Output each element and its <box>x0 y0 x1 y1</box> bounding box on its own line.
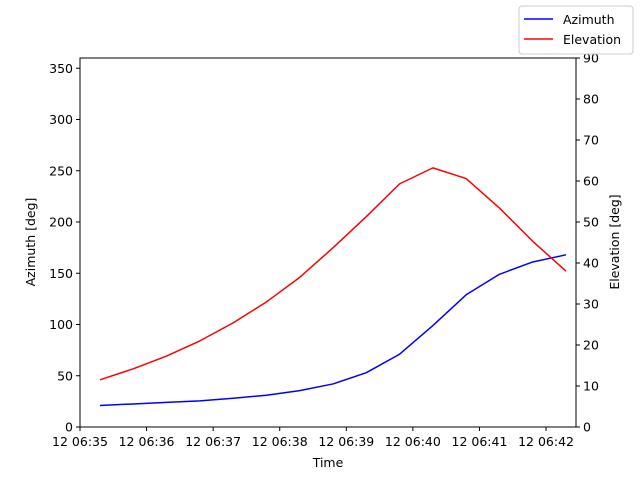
left-y-axis: 0 50 100 150 200 250 300 350 <box>49 61 80 435</box>
series-lines <box>99 167 567 407</box>
x-tick-label: 12 06:40 <box>385 434 441 449</box>
left-y-tick-label: 250 <box>49 163 73 178</box>
left-y-tick-label: 300 <box>49 112 73 127</box>
right-y-tick-label: 60 <box>583 174 599 189</box>
left-y-axis-label: Azimuth [deg] <box>23 198 38 287</box>
left-y-tick-label: 200 <box>49 215 73 230</box>
right-y-tick-label: 20 <box>583 338 599 353</box>
x-tick-label: 12 06:41 <box>452 434 508 449</box>
x-tick-label: 12 06:42 <box>518 434 574 449</box>
right-y-axis-label: Elevation [deg] <box>607 194 622 289</box>
legend-box <box>518 5 634 55</box>
left-y-tick-label: 100 <box>49 317 73 332</box>
series-line-azimuth <box>99 254 567 407</box>
left-y-tick-label: 50 <box>57 368 73 383</box>
right-y-tick-label: 40 <box>583 256 599 271</box>
series-line-elevation <box>99 167 567 381</box>
left-y-tick-label: 150 <box>49 266 73 281</box>
x-tick-label: 12 06:36 <box>119 434 175 449</box>
x-tick-label: 12 06:38 <box>252 434 308 449</box>
left-y-tick-label: 350 <box>49 61 73 76</box>
right-y-tick-label: 70 <box>583 133 599 148</box>
right-y-tick-label: 0 <box>583 420 591 435</box>
x-tick-label: 12 06:35 <box>52 434 108 449</box>
x-axis-label: Time <box>312 455 344 470</box>
legend: Azimuth Elevation <box>518 5 634 55</box>
right-y-tick-label: 10 <box>583 379 599 394</box>
plot-area <box>79 57 577 428</box>
right-y-tick-label: 80 <box>583 92 599 107</box>
legend-elevation-label: Elevation <box>563 32 621 47</box>
legend-azimuth-label: Azimuth <box>563 12 615 27</box>
x-axis: 12 06:35 12 06:36 12 06:37 12 06:38 12 06:39… <box>52 427 574 449</box>
x-tick-label: 12 06:39 <box>318 434 374 449</box>
right-y-tick-label: 30 <box>583 297 599 312</box>
left-y-tick-label: 0 <box>65 420 73 435</box>
right-y-tick-label: 50 <box>583 215 599 230</box>
x-tick-label: 12 06:37 <box>185 434 241 449</box>
